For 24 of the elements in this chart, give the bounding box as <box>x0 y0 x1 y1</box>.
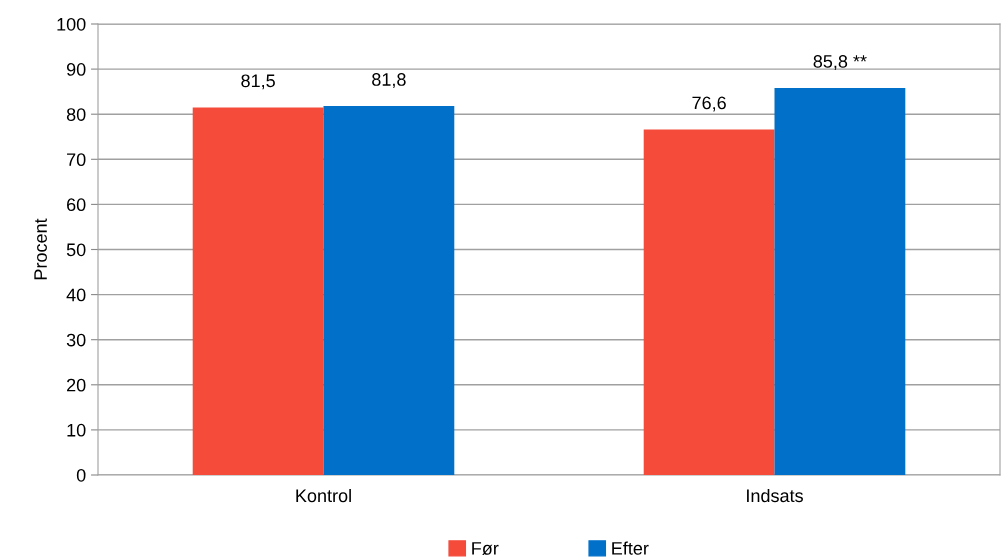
y-axis-title: Procent <box>34 218 47 280</box>
data-label: 85,8 ** <box>813 55 867 70</box>
bar <box>192 107 324 475</box>
y-tick-label: 30 <box>66 333 86 347</box>
bar <box>643 129 775 475</box>
y-tick-label: 70 <box>67 153 86 167</box>
data-label: 81,5 <box>241 74 275 90</box>
x-tick-label: Indsats <box>747 488 803 503</box>
x-tick-label: Kontrol <box>296 488 351 503</box>
bar <box>323 106 455 475</box>
legend-label: Efter <box>612 541 649 555</box>
y-tick-label: 100 <box>57 17 86 31</box>
y-tick-label: 10 <box>67 423 86 437</box>
bar <box>774 88 906 475</box>
legend-label: Før <box>472 542 499 555</box>
data-label: 76,6 <box>692 96 726 112</box>
y-tick-label: 90 <box>66 63 86 76</box>
y-tick-label: 20 <box>67 378 86 392</box>
y-tick-label: 60 <box>67 198 86 212</box>
data-label: 81,8 <box>372 73 406 88</box>
y-tick-label: 80 <box>66 108 86 121</box>
y-tick-label: 50 <box>66 243 86 257</box>
y-tick-label: 40 <box>66 288 86 302</box>
y-tick-label: 0 <box>76 468 86 482</box>
